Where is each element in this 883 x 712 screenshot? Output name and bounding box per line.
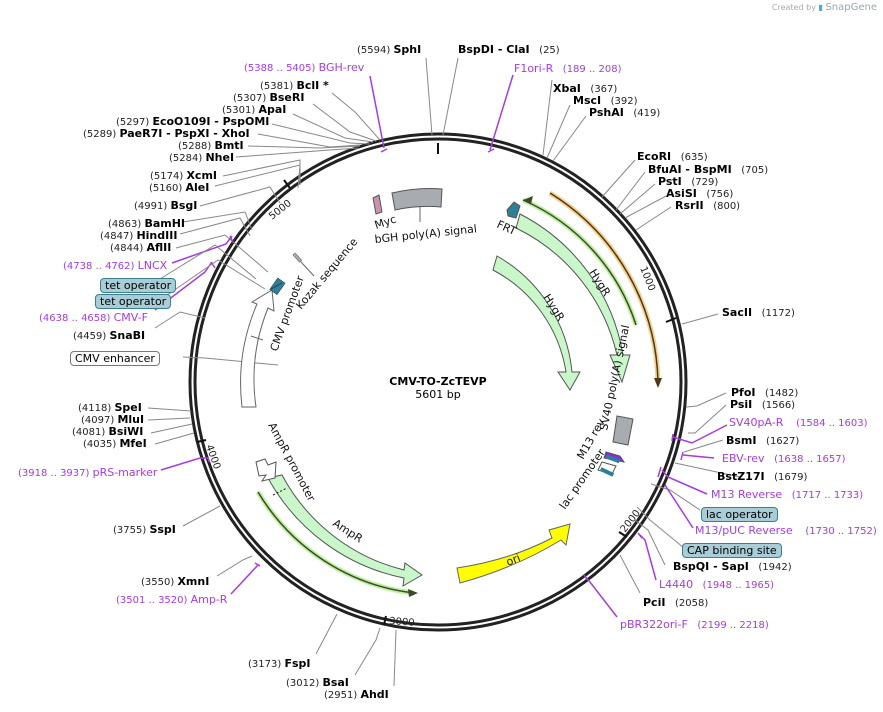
site-snabi[interactable]: (4459) SnaBI bbox=[73, 329, 146, 343]
myc-feature bbox=[372, 194, 383, 215]
primer-marks bbox=[154, 74, 728, 618]
primer-m13-reverse[interactable]: M13 Reverse (1717 .. 1733) bbox=[711, 488, 864, 502]
site-paer7i-pspxi-xhoi[interactable]: (5289) PaeR7I - PspXI - XhoI bbox=[83, 127, 250, 141]
site-fspi[interactable]: (3173) FspI bbox=[248, 657, 311, 671]
site-sspi[interactable]: (3755) SspI bbox=[113, 523, 176, 537]
snapgene-logo-icon: ▮ bbox=[818, 3, 823, 12]
site-pfoi[interactable]: PfoI (1482) bbox=[731, 386, 799, 400]
primer-lncx[interactable]: (4738 .. 4762) LNCX bbox=[63, 259, 168, 273]
lac-operator-mark bbox=[605, 454, 621, 464]
hygr-inner-arrow bbox=[492, 255, 581, 391]
sv40-polya-feature bbox=[612, 415, 634, 446]
tick-5000: 5000 bbox=[267, 198, 294, 222]
primer-prs-marker[interactable]: (3918 .. 3937) pRS-marker bbox=[18, 466, 158, 480]
frt-label: FRT bbox=[495, 218, 519, 238]
site-pcii[interactable]: PciI (2058) bbox=[643, 596, 709, 610]
site-ecori[interactable]: EcoRI (635) bbox=[637, 150, 708, 164]
site-bseri[interactable]: (5307) BseRI bbox=[233, 91, 305, 105]
site-alei[interactable]: (5160) AleI bbox=[149, 181, 210, 195]
site-sphi[interactable]: (5594) SphI bbox=[357, 43, 422, 57]
primer-amp-r[interactable]: (3501 .. 3520) Amp-R bbox=[116, 593, 228, 607]
ori-label: ori bbox=[504, 551, 522, 568]
hygr-outer-arrow bbox=[515, 213, 631, 384]
site-bfuai-bspmi[interactable]: BfuAI - BspMI (705) bbox=[648, 163, 769, 177]
primer-m13-puc-reverse[interactable]: M13/pUC Reverse (1730 .. 1752) bbox=[695, 524, 877, 538]
site-bsai[interactable]: (3012) BsaI bbox=[286, 676, 349, 690]
ampr-arrow bbox=[267, 474, 423, 587]
site-bspdi-clai[interactable]: BspDI - ClaI (25) bbox=[458, 43, 560, 57]
plasmid-name: CMV-TO-ZcTEVP bbox=[389, 375, 487, 388]
site-ahdi[interactable]: (2951) AhdI bbox=[324, 688, 389, 702]
myc-label: Myc bbox=[373, 213, 398, 232]
site-hindiii[interactable]: (4847) HindIII bbox=[100, 229, 178, 243]
site-sacii[interactable]: SacII (1172) bbox=[722, 306, 795, 320]
site-bstz17i[interactable]: BstZ17I (1679) bbox=[717, 470, 808, 484]
site-spei[interactable]: (4118) SpeI bbox=[78, 401, 142, 415]
tick-marks bbox=[196, 143, 677, 626]
frt-feature bbox=[506, 201, 521, 219]
primer-sv40pa-r[interactable]: SV40pA-R (1584 .. 1603) bbox=[729, 416, 868, 430]
feature-lac-operator[interactable]: lac operator bbox=[701, 507, 778, 522]
site-mfei[interactable]: (4035) MfeI bbox=[83, 437, 147, 451]
feature-cmv-enhancer[interactable]: CMV enhancer bbox=[70, 351, 160, 366]
site-msci[interactable]: MscI (392) bbox=[573, 94, 638, 108]
site-xcmi[interactable]: (5174) XcmI bbox=[150, 169, 218, 183]
site-mlui[interactable]: (4097) MluI bbox=[81, 413, 145, 427]
site-bsgi[interactable]: (4991) BsgI bbox=[134, 199, 198, 213]
site-asisi[interactable]: AsiSI (756) bbox=[666, 187, 734, 201]
site-nhei[interactable]: (5284) NheI bbox=[169, 151, 235, 165]
primer-f1ori-r[interactable]: F1ori-R (189 .. 208) bbox=[514, 62, 622, 76]
site-rsrii[interactable]: RsrII (800) bbox=[675, 199, 741, 213]
tick-3000: 3000 bbox=[389, 616, 415, 629]
kozak-feature bbox=[292, 252, 303, 263]
site-bamhi[interactable]: (4863) BamHI bbox=[108, 217, 186, 231]
cmv-promoter-arrow bbox=[240, 289, 275, 408]
feature-tet-operator-1[interactable]: tet operator bbox=[100, 278, 177, 293]
primer-ebv-rev[interactable]: EBV-rev (1638 .. 1657) bbox=[722, 452, 846, 466]
site-psti[interactable]: PstI (729) bbox=[658, 175, 719, 189]
site-psii[interactable]: PsiI (1566) bbox=[730, 398, 796, 412]
site-xbai[interactable]: XbaI (367) bbox=[553, 82, 618, 96]
bgh-polya-feature bbox=[391, 188, 443, 211]
enzyme-leader-lines bbox=[147, 57, 741, 687]
primer-l4440[interactable]: L4440 (1948 .. 1965) bbox=[659, 578, 775, 592]
primer-cmv-f[interactable]: (4638 .. 4658) CMV-F bbox=[39, 311, 148, 325]
cap-site-mark bbox=[599, 467, 615, 477]
backbone bbox=[188, 132, 688, 632]
site-bspqi-sapi[interactable]: BspQI - SapI (1942) bbox=[673, 560, 792, 574]
feature-tet-operator-2[interactable]: tet operator bbox=[95, 294, 172, 309]
kozak-label: Kozak sequence bbox=[293, 235, 360, 312]
site-bmti[interactable]: (5288) BmtI bbox=[178, 139, 244, 153]
feature-cap-binding-site[interactable]: CAP binding site bbox=[682, 543, 782, 558]
site-bsmi[interactable]: BsmI (1627) bbox=[726, 434, 800, 448]
ori-arrow bbox=[456, 523, 571, 584]
site-pshai[interactable]: PshAI (419) bbox=[589, 106, 661, 120]
tet-operator-mark bbox=[269, 277, 286, 295]
inner-features bbox=[154, 188, 662, 597]
site-bsiwi[interactable]: (4081) BsiWI bbox=[72, 425, 144, 439]
snapgene-credit: Created by ▮ SnapGene bbox=[771, 2, 877, 13]
site-bcli[interactable]: (5381) BclI * bbox=[260, 79, 329, 93]
site-xmni[interactable]: (3550) XmnI bbox=[141, 575, 210, 589]
site-aflii[interactable]: (4844) AflII bbox=[110, 241, 172, 255]
ampr-promoter-arrow bbox=[255, 458, 277, 482]
primer-bgh-rev[interactable]: (5388 .. 5405) BGH-rev bbox=[244, 61, 365, 75]
primer-pbr322ori-f[interactable]: pBR322ori-F (2199 .. 2218) bbox=[620, 618, 769, 632]
site-eco0109i-pspomi[interactable]: (5297) EcoO109I - PspOMI bbox=[116, 115, 270, 129]
site-apai[interactable]: (5301) ApaI bbox=[222, 103, 287, 117]
plasmid-length: 5601 bp bbox=[415, 388, 461, 401]
